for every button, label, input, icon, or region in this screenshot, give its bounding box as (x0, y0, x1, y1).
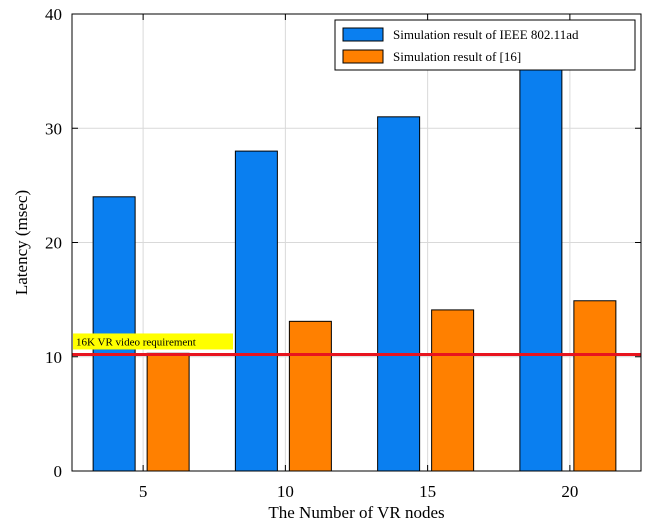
x-tick-label: 10 (277, 482, 294, 501)
legend-swatch-0 (342, 27, 384, 42)
y-tick-label: 40 (45, 5, 62, 24)
x-tick-label: 5 (139, 482, 148, 501)
y-tick-label: 30 (45, 119, 62, 138)
x-axis-label: The Number of VR nodes (268, 503, 444, 522)
y-tick-label: 20 (45, 234, 62, 253)
legend-swatch-1 (342, 49, 384, 64)
bar-ref16-20 (573, 300, 617, 472)
bar-ref16-10 (288, 320, 332, 472)
reference-line-label: 16K VR video requirement (76, 336, 196, 348)
y-axis-ticks: 0 10 20 30 40 (45, 5, 641, 481)
y-tick-label: 10 (45, 348, 62, 367)
x-axis-ticks: 5 10 15 20 (139, 14, 578, 501)
bar-ieee-80211ad-15 (377, 116, 421, 472)
y-axis-label: Latency (msec) (12, 190, 31, 295)
x-tick-label: 20 (561, 482, 578, 501)
reference-label-background (73, 333, 233, 350)
bar-ieee-80211ad-20 (519, 67, 563, 472)
legend-box (334, 19, 636, 71)
bar-ref16-5 (146, 352, 190, 472)
legend-label-1: Simulation result of [16] (393, 49, 521, 64)
legend-label-0: Simulation result of IEEE 802.11ad (393, 27, 579, 42)
y-tick-label: 0 (54, 462, 63, 481)
x-tick-label: 15 (419, 482, 436, 501)
reference-line-group: 16K VR video requirement (72, 333, 641, 356)
bar-ieee-80211ad-10 (234, 150, 278, 472)
legend: Simulation result of IEEE 802.11ad Simula… (334, 19, 636, 71)
bar-ref16-15 (431, 309, 475, 472)
